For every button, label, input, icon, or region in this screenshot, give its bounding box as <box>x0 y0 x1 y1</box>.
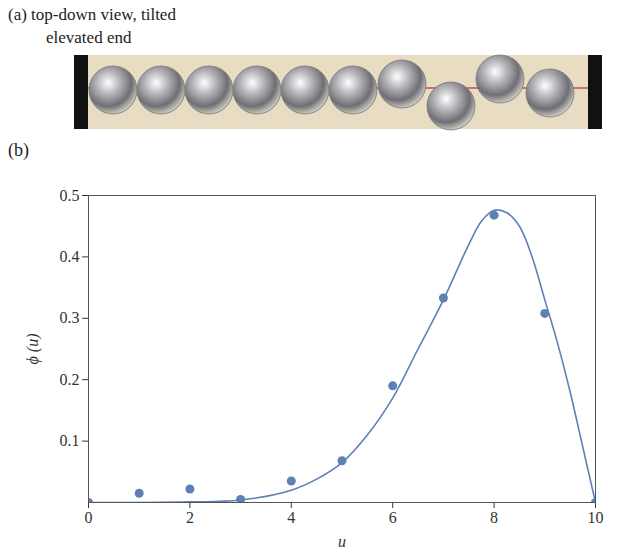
svg-text:4: 4 <box>287 509 295 526</box>
svg-text:(a) top-down view, tilted: (a) top-down view, tilted <box>8 5 176 24</box>
svg-text:0.2: 0.2 <box>60 371 80 388</box>
svg-text:6: 6 <box>389 509 397 526</box>
svg-text:0.1: 0.1 <box>60 432 80 449</box>
svg-text:10: 10 <box>588 509 604 526</box>
svg-text:elevated end: elevated end <box>46 28 132 47</box>
svg-text:u: u <box>338 533 346 550</box>
svg-text:8: 8 <box>490 509 498 526</box>
svg-text:2: 2 <box>186 509 194 526</box>
svg-text:ϕ (u): ϕ (u) <box>24 334 42 365</box>
svg-text:0.4: 0.4 <box>60 248 80 265</box>
svg-text:0: 0 <box>85 509 93 526</box>
html-text:(b): (b) <box>8 140 29 160</box>
svg-text:0.3: 0.3 <box>60 309 80 326</box>
svg-text:0.5: 0.5 <box>60 187 80 204</box>
